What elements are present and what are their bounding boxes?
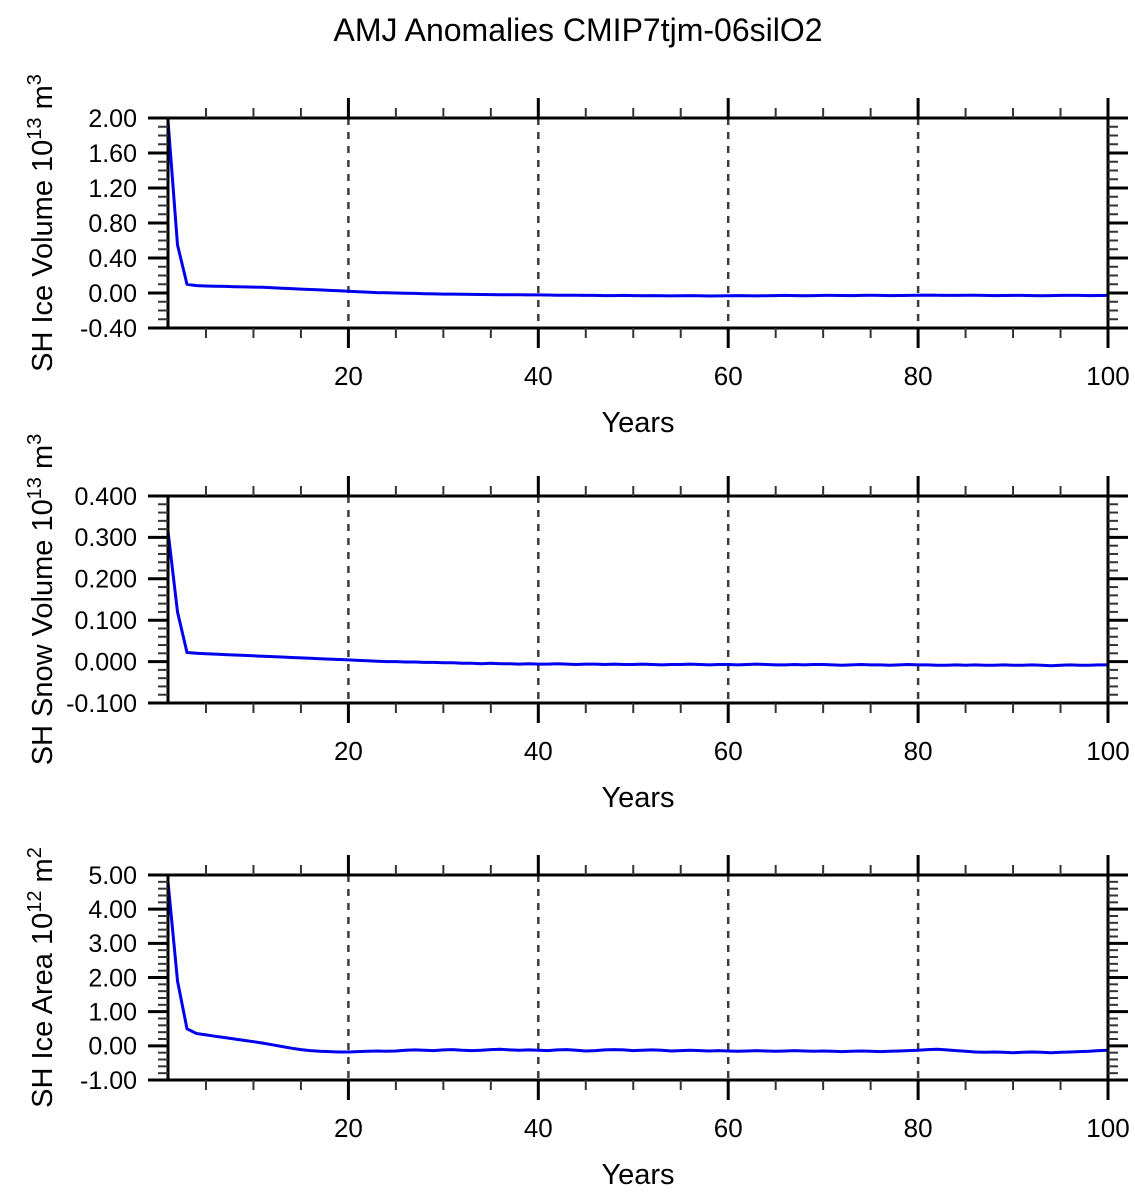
x-tick-label: 40 bbox=[524, 736, 553, 766]
x-axis-title: Years bbox=[601, 782, 674, 814]
y-tick-label: 0.300 bbox=[74, 524, 137, 552]
grid-lines bbox=[347, 118, 920, 328]
y-tick-label: 0.40 bbox=[88, 245, 137, 273]
x-axis-tick-labels: 20 40 60 80 100 bbox=[334, 1113, 1130, 1143]
x-tick-label: 100 bbox=[1086, 1113, 1129, 1143]
y-tick-label: 4.00 bbox=[88, 896, 137, 924]
y-axis-tick-labels: 2.00 1.60 1.20 0.80 0.40 0.00 -0.40 bbox=[80, 105, 137, 343]
y-axis-ticks bbox=[148, 116, 1128, 330]
x-tick-label: 80 bbox=[904, 736, 933, 766]
x-axis-ticks bbox=[204, 98, 1110, 348]
x-tick-label: 80 bbox=[904, 1113, 933, 1143]
y-tick-label: 1.60 bbox=[88, 140, 137, 168]
x-axis-tick-labels: 20 40 60 80 100 bbox=[334, 736, 1130, 766]
x-tick-label: 60 bbox=[714, 736, 743, 766]
x-axis-title: Years bbox=[601, 1159, 674, 1191]
x-tick-label: 20 bbox=[334, 1113, 363, 1143]
y-tick-label: 1.20 bbox=[88, 175, 137, 203]
x-tick-label: 20 bbox=[334, 361, 363, 391]
grid-lines bbox=[347, 496, 920, 703]
x-axis-ticks bbox=[204, 476, 1110, 723]
y-tick-label: -0.100 bbox=[66, 690, 137, 718]
y-axis-tick-labels: 0.400 0.300 0.200 0.100 0.000 -0.100 bbox=[66, 483, 137, 718]
panel-sh-ice-volume: 2.00 1.60 1.20 0.80 0.40 0.00 -0.40 20 40 60 80 100… bbox=[24, 74, 1130, 439]
y-tick-label: 0.100 bbox=[74, 607, 137, 635]
y-axis-ticks bbox=[148, 873, 1128, 1082]
x-tick-label: 20 bbox=[334, 736, 363, 766]
x-tick-label: 80 bbox=[904, 361, 933, 391]
y-axis-title: SH Ice Area 1012​ m2​ bbox=[24, 847, 59, 1108]
x-tick-label: 60 bbox=[714, 361, 743, 391]
y-tick-label: 2.00 bbox=[88, 964, 137, 992]
panel-sh-ice-area: 5.00 4.00 3.00 2.00 1.00 0.00 -1.00 20 40 60 80 100… bbox=[24, 847, 1130, 1191]
x-tick-label: 100 bbox=[1086, 361, 1129, 391]
y-tick-label: 0.80 bbox=[88, 210, 137, 238]
chart-title: AMJ Anomalies CMIP7tjm-06silO2 bbox=[333, 12, 822, 48]
y-axis-ticks bbox=[148, 494, 1128, 705]
y-tick-label: 0.00 bbox=[88, 1033, 137, 1061]
x-tick-label: 60 bbox=[714, 1113, 743, 1143]
y-tick-label: -1.00 bbox=[80, 1067, 137, 1095]
y-tick-label: 1.00 bbox=[88, 998, 137, 1026]
x-tick-label: 40 bbox=[524, 361, 553, 391]
data-line-sh-snow-volume bbox=[166, 529, 1110, 668]
y-axis-title: SH Ice Volume 1013​ m3​ bbox=[24, 74, 59, 372]
data-line-sh-ice-area bbox=[166, 880, 1110, 1055]
y-tick-label: 3.00 bbox=[88, 930, 137, 958]
panels-group: 2.00 1.60 1.20 0.80 0.40 0.00 -0.40 20 40 60 80 100… bbox=[24, 74, 1130, 1191]
x-tick-label: 40 bbox=[524, 1113, 553, 1143]
data-series-sh-ice-volume bbox=[166, 119, 1110, 298]
x-axis-title: Years bbox=[601, 407, 674, 439]
y-axis-tick-labels: 5.00 4.00 3.00 2.00 1.00 0.00 -1.00 bbox=[80, 862, 137, 1095]
data-series-sh-ice-area bbox=[166, 880, 1110, 1055]
y-tick-label: 0.000 bbox=[74, 648, 137, 676]
y-tick-label: -0.40 bbox=[80, 315, 137, 343]
y-axis-title: SH Snow Volume 1013​ m3​ bbox=[24, 434, 59, 766]
y-tick-label: 0.400 bbox=[74, 483, 137, 511]
data-series-sh-snow-volume bbox=[166, 529, 1110, 668]
x-tick-label: 100 bbox=[1086, 736, 1129, 766]
x-axis-ticks bbox=[204, 855, 1110, 1100]
x-axis-tick-labels: 20 40 60 80 100 bbox=[334, 361, 1130, 391]
data-line-sh-ice-volume bbox=[166, 119, 1110, 298]
y-tick-label: 5.00 bbox=[88, 862, 137, 890]
grid-lines bbox=[347, 875, 920, 1080]
plot-box bbox=[166, 494, 1110, 705]
panel-sh-snow-volume: 0.400 0.300 0.200 0.100 0.000 -0.100 20 40 60 80 1… bbox=[24, 434, 1130, 814]
y-tick-label: 2.00 bbox=[88, 105, 137, 133]
y-tick-label: 0.200 bbox=[74, 566, 137, 594]
y-tick-label: 0.00 bbox=[88, 280, 137, 308]
